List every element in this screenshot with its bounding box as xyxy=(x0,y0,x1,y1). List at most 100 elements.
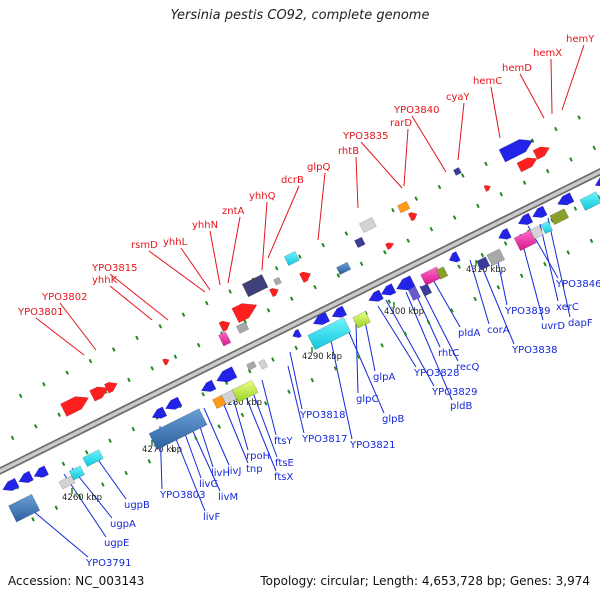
tick-mark xyxy=(357,354,361,360)
gene-label-top: yhhQ xyxy=(249,191,276,202)
tick-mark xyxy=(88,358,93,364)
tick-mark xyxy=(406,238,410,243)
tick-mark xyxy=(380,343,384,348)
gene-arrow xyxy=(60,396,90,417)
gene-label-bottom: ugpE xyxy=(104,538,129,549)
tick-mark xyxy=(383,250,387,255)
gene-arrow xyxy=(516,157,538,173)
gene-label-bottom: tnp xyxy=(246,464,263,475)
tick-mark xyxy=(298,254,302,259)
gene-label-top: yhhL xyxy=(163,237,188,248)
tick-mark xyxy=(201,392,205,397)
tick-mark xyxy=(34,424,38,429)
tick-mark xyxy=(336,273,341,278)
leader-line-top xyxy=(490,86,501,139)
tick-mark xyxy=(42,382,46,387)
tick-mark xyxy=(196,342,201,348)
leader-line-bottom xyxy=(221,399,249,464)
gene-box xyxy=(513,229,537,252)
gene-label-bottom: ugpA xyxy=(110,519,136,530)
gene-label-bottom: corA xyxy=(487,325,510,336)
tick-mark xyxy=(170,447,175,452)
gene-label-bottom: dapF xyxy=(568,318,593,329)
tick-mark xyxy=(460,173,465,178)
gene-label-top: YPO3801 xyxy=(17,307,63,318)
gene-arrow xyxy=(384,242,395,250)
gene-label-bottom: YPO3829 xyxy=(431,387,477,398)
gene-box xyxy=(218,331,232,347)
gene-box xyxy=(283,250,300,266)
gene-box xyxy=(231,379,259,403)
gene-box xyxy=(354,236,366,249)
gene-box xyxy=(82,449,104,467)
leader-line-bottom xyxy=(431,277,461,328)
gene-box xyxy=(352,310,371,329)
tick-mark xyxy=(65,370,69,375)
tick-mark xyxy=(484,161,488,167)
tick-mark xyxy=(111,347,116,352)
gene-label-bottom: livG xyxy=(199,479,218,490)
tick-mark xyxy=(359,261,364,267)
gene-label-bottom: YPO3846 xyxy=(555,279,600,290)
gene-label-bottom: uvrD xyxy=(541,321,565,332)
gene-label-bottom: livH xyxy=(211,468,230,479)
accession-text: Accession: NC_003143 xyxy=(8,574,145,588)
gene-arrow xyxy=(218,320,231,333)
gene-arrow xyxy=(200,379,217,392)
gene-label-bottom: glpA xyxy=(373,372,395,383)
leader-line-bottom xyxy=(287,365,305,434)
tick-mark xyxy=(158,324,163,329)
leader-line-top xyxy=(457,102,465,161)
tick-mark xyxy=(181,312,186,317)
gene-label-top: YPO3835 xyxy=(342,131,388,142)
tick-mark xyxy=(391,208,395,213)
tick-mark xyxy=(274,266,279,271)
gene-arrow xyxy=(231,303,258,324)
gene-box xyxy=(540,220,553,235)
leader-line-top xyxy=(148,250,206,293)
tick-mark xyxy=(554,126,558,132)
leader-line-bottom xyxy=(419,285,459,362)
tick-mark xyxy=(31,517,35,522)
gene-arrow xyxy=(162,358,170,366)
leader-line-top xyxy=(403,128,409,187)
gene-arrow xyxy=(18,470,34,483)
gene-label-bottom: xerC xyxy=(556,302,579,313)
tick-mark xyxy=(228,289,232,294)
gene-arrow xyxy=(368,289,384,302)
gene-label-top: rarD xyxy=(390,118,412,129)
kbp-label: 4290 kbp xyxy=(302,352,342,362)
tick-mark xyxy=(480,252,485,258)
tick-mark xyxy=(205,300,209,306)
leader-line-bottom xyxy=(289,351,303,410)
leader-line-top xyxy=(180,247,211,291)
leader-line-top xyxy=(355,156,359,209)
leader-line-bottom xyxy=(355,323,359,394)
gene-box xyxy=(273,276,282,286)
tick-mark xyxy=(387,299,392,304)
tick-mark xyxy=(54,505,59,510)
tick-mark xyxy=(18,393,23,399)
tick-mark xyxy=(124,470,128,476)
gene-box xyxy=(336,261,352,275)
gene-label-top: hemY xyxy=(566,34,595,45)
gene-label-top: yhhN xyxy=(192,220,218,231)
gene-box xyxy=(453,167,462,176)
leader-line-top xyxy=(267,185,300,259)
leader-line-bottom xyxy=(251,389,278,458)
gene-label-top: YPO3840 xyxy=(393,105,439,116)
gene-box xyxy=(579,191,600,211)
gene-box xyxy=(486,248,506,267)
leader-line-top xyxy=(360,141,403,189)
tick-mark xyxy=(147,459,152,464)
gene-label-top: hemD xyxy=(502,63,532,74)
leader-line-top xyxy=(411,115,447,173)
tick-mark xyxy=(10,435,15,441)
leader-line-top xyxy=(35,317,85,356)
tick-mark xyxy=(473,296,477,302)
tick-mark xyxy=(566,250,570,255)
tick-mark xyxy=(294,345,298,351)
gene-box xyxy=(407,285,421,301)
topology-summary: Topology: circular; Length: 4,653,728 bp… xyxy=(260,574,590,588)
kbp-label: 4260 kbp xyxy=(62,493,102,503)
